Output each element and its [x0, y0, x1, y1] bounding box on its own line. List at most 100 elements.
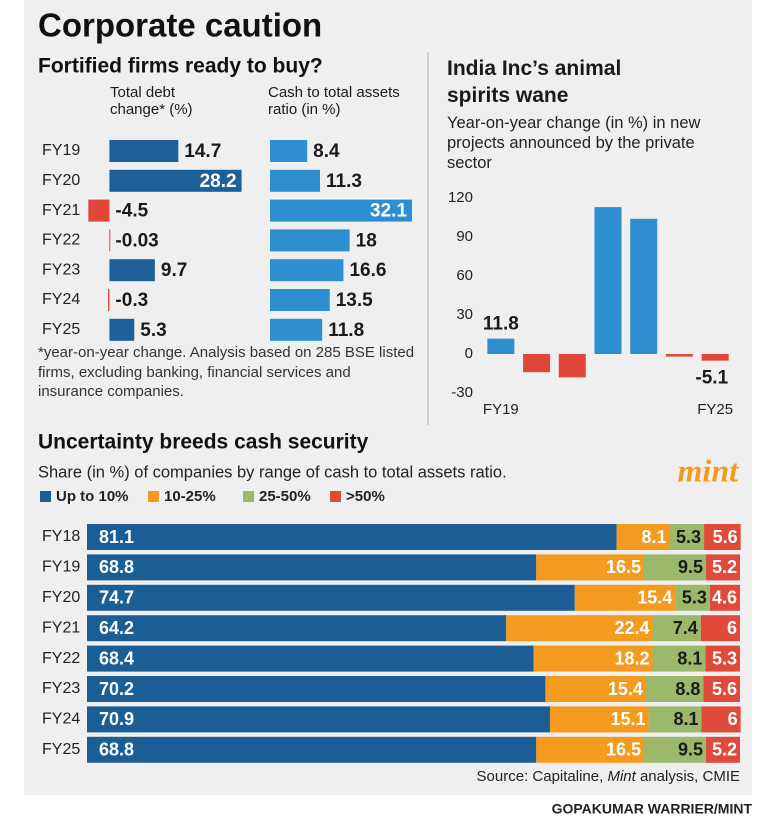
value-label: 32.1: [370, 201, 407, 222]
value-label: 8.1: [641, 527, 666, 547]
value-label: -5.1: [695, 368, 728, 389]
row-label: FY20: [42, 172, 80, 189]
bar: [270, 318, 323, 341]
legend-swatch: [40, 491, 51, 502]
row-label: FY19: [42, 559, 80, 576]
y-tick-label: 30: [456, 306, 473, 323]
source-part: Mint: [607, 768, 636, 785]
value-label: 16.5: [606, 557, 641, 577]
value-label: 70.2: [99, 679, 134, 699]
bar-segment: [549, 706, 649, 733]
value-label: 28.2: [200, 171, 237, 192]
value-label: 5.3: [140, 320, 166, 341]
x-tick-label: FY25: [697, 401, 733, 418]
series-header: Cash to total assets ratio (in %): [268, 84, 400, 119]
bar-segment: [87, 524, 617, 550]
bar-segment: [652, 615, 701, 642]
row-label: FY24: [42, 291, 80, 308]
legend-swatch: [330, 491, 341, 502]
legend-swatch: [243, 491, 254, 502]
value-label: 74.7: [99, 588, 134, 608]
bar-segment: [536, 736, 645, 763]
value-label: 9.7: [161, 260, 187, 281]
bar-segment: [574, 584, 676, 611]
bar-segment: [644, 736, 707, 763]
bar: [109, 140, 179, 162]
value-label: 7.4: [673, 618, 698, 638]
value-label: 5.3: [712, 648, 737, 668]
value-label: 5.6: [713, 527, 738, 547]
legend-label: 25-50%: [259, 488, 311, 505]
row-label: FY22: [42, 650, 80, 667]
chart-title: India Inc’s animal spirits wane: [447, 57, 622, 108]
bar-segment: [706, 554, 740, 581]
value-label: 14.7: [184, 141, 221, 162]
row-label: FY18: [42, 528, 80, 545]
bar-segment: [87, 615, 507, 642]
row-label: FY25: [42, 741, 80, 758]
bar: [665, 354, 693, 357]
bar-segment: [87, 736, 537, 763]
bar-segment: [533, 645, 653, 672]
value-label: 16.6: [349, 260, 386, 281]
value-label: 68.4: [99, 648, 134, 668]
bar: [558, 354, 586, 378]
credit: GOPAKUMAR WARRIER/MINT: [552, 801, 753, 817]
chart-title: Uncertainty breeds cash security: [38, 431, 369, 454]
chart-title: Fortified firms ready to buy?: [38, 55, 323, 78]
bar: [523, 354, 551, 373]
bar: [109, 259, 155, 282]
value-label: 15.4: [608, 679, 643, 699]
value-label: 5.6: [712, 679, 737, 699]
series-header: Total debt change* (%): [110, 84, 193, 119]
bar-segment: [700, 615, 740, 642]
value-label: 5.3: [676, 527, 701, 547]
row-label: FY19: [42, 142, 80, 159]
value-label: 81.1: [99, 527, 134, 547]
bar-segment: [87, 554, 537, 581]
source: Source: Capitaline, Mint analysis, CMIE: [477, 768, 740, 785]
bar: [109, 318, 135, 341]
y-tick-label: 60: [456, 267, 473, 284]
legend-label: Up to 10%: [56, 488, 129, 505]
bar: [270, 199, 413, 222]
value-label: 70.9: [99, 709, 134, 729]
x-tick-label: FY19: [483, 401, 519, 418]
row-label: FY21: [42, 619, 80, 636]
bar-segment: [705, 645, 740, 672]
row-label: FY20: [42, 589, 80, 606]
bar: [630, 218, 658, 354]
legend-label: 10-25%: [164, 488, 216, 505]
bar-segment: [87, 676, 546, 702]
bar-segment: [706, 736, 740, 763]
value-label: 18: [356, 230, 377, 251]
value-label: 8.4: [313, 141, 340, 162]
value-label: 9.5: [678, 740, 703, 760]
bar-segment: [709, 584, 740, 611]
value-label: 16.5: [606, 740, 641, 760]
bar-segment: [536, 554, 645, 581]
value-label: 68.8: [99, 740, 134, 760]
value-label: 22.4: [614, 618, 649, 638]
value-label: -0.3: [115, 290, 148, 311]
row-label: FY22: [42, 232, 80, 249]
source-part: Source: Capitaline,: [477, 768, 608, 785]
bar-segment: [704, 524, 741, 550]
value-label: 4.6: [712, 588, 737, 608]
row-label: FY23: [42, 261, 80, 278]
bar-segment: [701, 706, 741, 733]
bar-segment: [645, 676, 704, 702]
bar: [270, 289, 330, 311]
bar: [270, 229, 350, 252]
bar-segment: [87, 645, 534, 672]
row-label: FY24: [42, 711, 80, 728]
source-part: analysis, CMIE: [636, 768, 740, 785]
value-label: 9.5: [678, 557, 703, 577]
value-label: 8.1: [677, 648, 702, 668]
bar-segment: [616, 524, 670, 550]
bar: [109, 229, 111, 252]
value-label: 5.2: [712, 557, 737, 577]
note: *year-on-year change. Analysis based on …: [38, 344, 415, 400]
